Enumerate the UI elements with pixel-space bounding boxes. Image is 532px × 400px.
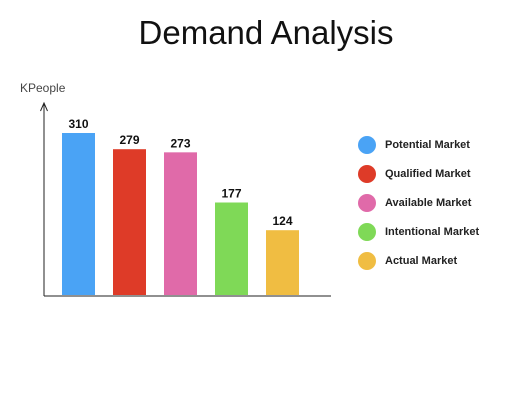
bar-4: [266, 230, 299, 295]
bar-3: [215, 202, 248, 295]
legend-label: Intentional Market: [385, 225, 480, 238]
legend-label: Available Market: [385, 196, 472, 209]
bar-1: [113, 149, 146, 295]
legend-label: Actual Market: [385, 254, 458, 267]
legend-swatch-icon: [358, 164, 376, 183]
legend-item-4: Actual Market: [358, 246, 528, 275]
legend-swatch-icon: [358, 222, 376, 241]
bars-layer: 310 279 273 177 124: [62, 117, 299, 295]
legend-swatch-icon: [358, 193, 376, 212]
legend: Potential Market Qualified Market Availabl…: [358, 130, 528, 275]
y-axis-label: KPeople: [20, 81, 66, 95]
bar-value-label-1: 279: [119, 133, 139, 147]
bar-0: [62, 133, 95, 295]
bar-2: [164, 152, 197, 295]
legend-item-0: Potential Market: [358, 130, 528, 159]
legend-item-2: Available Market: [358, 188, 528, 217]
chart-title: Demand Analysis: [138, 14, 394, 51]
bar-value-label-2: 273: [170, 136, 190, 150]
legend-item-1: Qualified Market: [358, 159, 528, 188]
legend-swatch-icon: [358, 251, 376, 270]
bar-value-label-0: 310: [68, 117, 88, 131]
bar-value-label-3: 177: [221, 187, 241, 201]
bar-value-label-4: 124: [272, 214, 292, 228]
legend-label: Qualified Market: [385, 167, 471, 180]
legend-swatch-icon: [358, 135, 376, 154]
legend-item-3: Intentional Market: [358, 217, 528, 246]
y-axis-arrow-icon: [40, 101, 48, 112]
legend-label: Potential Market: [385, 138, 470, 151]
